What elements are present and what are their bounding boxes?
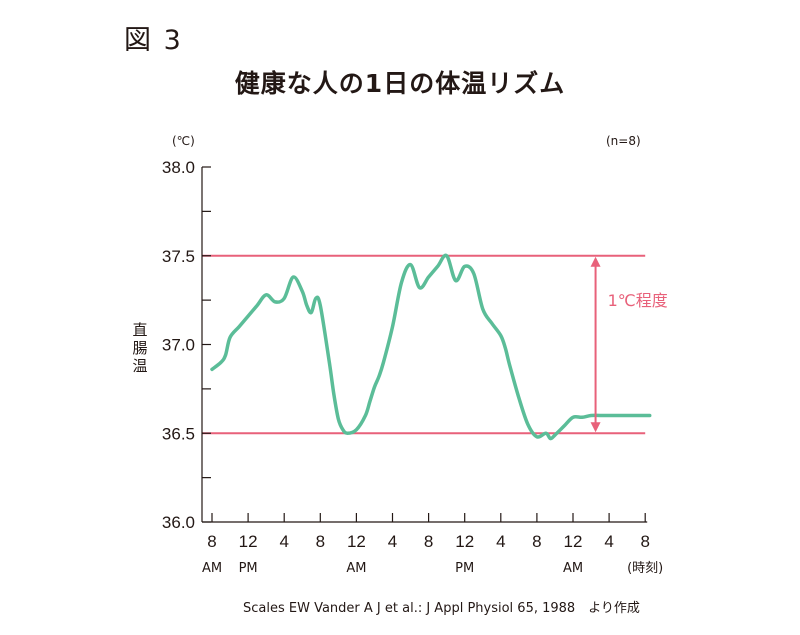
x-tick-label: 8	[207, 532, 216, 551]
x-tick-label: 12	[239, 532, 258, 551]
x-tick-sublabel: AM	[346, 561, 366, 576]
temperature-series-line	[210, 253, 652, 441]
sample-size-note: (n=8)	[606, 134, 641, 148]
figure-label: 図 3	[124, 25, 183, 56]
y-axis-label-char: 腸	[132, 339, 147, 357]
x-tick-label: 12	[455, 532, 474, 551]
x-tick-sublabel: PM	[455, 561, 474, 576]
range-annotation-label: 1℃程度	[608, 291, 668, 310]
source-note: Scales EW Vander A J et al.: J Appl Phys…	[243, 601, 640, 616]
x-tick-sublabel: AM	[563, 561, 583, 576]
x-tick-label: 4	[604, 532, 613, 551]
range-arrow-head-down	[590, 422, 601, 433]
x-tick-label: 8	[532, 532, 541, 551]
y-unit-label: (℃)	[172, 134, 195, 148]
x-tick-sublabel: PM	[239, 561, 258, 576]
range-arrow-head-up	[590, 256, 601, 267]
x-tick-label: 8	[640, 532, 649, 551]
x-tick-label: 4	[388, 532, 397, 551]
x-tick-sublabel: (時刻)	[627, 561, 663, 576]
x-tick-label: 8	[316, 532, 325, 551]
x-tick-sublabel: AM	[202, 561, 222, 576]
x-tick-label: 12	[564, 532, 583, 551]
x-tick-label: 4	[496, 532, 505, 551]
x-tick-label: 8	[424, 532, 433, 551]
y-tick-label-36.0: 36.0	[162, 513, 195, 532]
x-tick-label: 4	[279, 532, 288, 551]
y-tick-label-37.5: 37.5	[162, 247, 195, 266]
y-tick-label-36.5: 36.5	[162, 424, 195, 443]
y-tick-label-38.0: 38.0	[162, 158, 195, 177]
y-axis-label-char: 温	[132, 357, 147, 375]
chart-title: 健康な人の1日の体温リズム	[234, 69, 566, 98]
y-axis-label-char: 直	[132, 321, 147, 339]
y-tick-label-37.0: 37.0	[162, 336, 195, 355]
x-tick-label: 12	[347, 532, 366, 551]
